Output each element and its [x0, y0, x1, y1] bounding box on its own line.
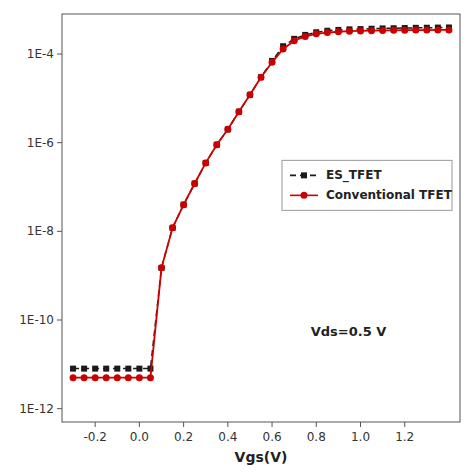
- point: [213, 141, 220, 148]
- point: [412, 27, 419, 34]
- point: [203, 160, 209, 166]
- point: [81, 366, 87, 372]
- legend-box: [282, 160, 452, 210]
- point: [191, 180, 198, 187]
- x-tick-label: 0.6: [263, 430, 282, 444]
- point: [280, 45, 287, 52]
- point: [379, 27, 386, 34]
- point: [103, 366, 109, 372]
- point: [236, 109, 242, 115]
- series: [70, 24, 452, 371]
- y-tick: [57, 142, 62, 143]
- point: [346, 28, 353, 35]
- point: [335, 28, 342, 35]
- point: [357, 27, 364, 34]
- x-tick: [183, 422, 184, 427]
- x-tick-label: -0.2: [83, 430, 106, 444]
- point: [81, 374, 88, 381]
- y-tick: [57, 231, 62, 232]
- point: [125, 374, 132, 381]
- point: [235, 108, 242, 115]
- y-tick-label: 1E-12: [19, 402, 54, 416]
- point: [158, 264, 165, 271]
- x-tick: [360, 422, 361, 427]
- x-tick-label: 0.0: [130, 430, 149, 444]
- x-tick: [139, 422, 140, 427]
- point: [170, 225, 176, 231]
- point: [214, 142, 220, 148]
- point: [92, 366, 98, 372]
- series: [70, 26, 453, 381]
- legend-marker: [301, 172, 307, 178]
- x-axis-label: Vgs(V): [235, 449, 288, 465]
- point: [169, 224, 176, 231]
- legend-marker: [301, 192, 308, 199]
- x-tick: [95, 422, 96, 427]
- point: [202, 159, 209, 166]
- point: [291, 37, 298, 44]
- legend-label: ES_TFET: [326, 168, 382, 183]
- point: [136, 366, 142, 372]
- point: [125, 366, 131, 372]
- x-tick: [227, 422, 228, 427]
- point: [445, 26, 452, 33]
- x-tick: [272, 422, 273, 427]
- point: [246, 91, 253, 98]
- point: [147, 374, 154, 381]
- point: [181, 202, 187, 208]
- y-tick-label: 1E-6: [27, 136, 54, 150]
- point: [180, 201, 187, 208]
- point: [324, 29, 331, 36]
- chart: -0.2 0.0 0.2 0.4 0.6 0.8 1.0 1.2 1E-12 1E-10 1E-8 1…: [0, 0, 474, 474]
- y-tick-label: 1E-4: [27, 47, 54, 61]
- x-tick-label: 1.2: [395, 430, 414, 444]
- y-tick: [57, 408, 62, 409]
- point: [136, 374, 143, 381]
- point: [92, 374, 99, 381]
- data: [70, 24, 453, 381]
- point: [258, 74, 264, 80]
- point: [159, 265, 165, 271]
- legend-label: Conventional TFET: [326, 188, 453, 202]
- y-tick: [57, 320, 62, 321]
- point: [401, 27, 408, 34]
- x-tick-label: 1.0: [351, 430, 370, 444]
- point: [225, 126, 231, 132]
- point: [368, 27, 375, 34]
- point: [224, 126, 231, 133]
- axes: -0.2 0.0 0.2 0.4 0.6 0.8 1.0 1.2 1E-12 1E-10 1E-8 1…: [19, 14, 460, 444]
- annotation: Vds=0.5 V: [311, 324, 387, 339]
- x-tick: [404, 422, 405, 427]
- legend: ES_TFET Conventional TFET: [282, 160, 453, 210]
- point: [192, 181, 198, 187]
- point: [302, 33, 309, 40]
- point: [70, 366, 76, 372]
- x-tick-label: 0.2: [174, 430, 193, 444]
- point: [434, 26, 441, 33]
- y-tick: [57, 54, 62, 55]
- x-tick-label: 0.4: [218, 430, 237, 444]
- y-tick-label: 1E-10: [19, 313, 54, 327]
- point: [70, 374, 77, 381]
- point: [390, 27, 397, 34]
- point: [423, 27, 430, 34]
- y-tick-label: 1E-8: [27, 224, 54, 238]
- point: [103, 374, 110, 381]
- plot-background: [62, 14, 460, 422]
- point: [258, 74, 265, 81]
- point: [114, 366, 120, 372]
- point: [247, 92, 253, 98]
- x-tick-label: 0.8: [307, 430, 326, 444]
- plot-frame: [62, 14, 460, 422]
- point: [114, 374, 121, 381]
- point: [313, 30, 320, 37]
- point: [269, 59, 276, 66]
- x-tick: [316, 422, 317, 427]
